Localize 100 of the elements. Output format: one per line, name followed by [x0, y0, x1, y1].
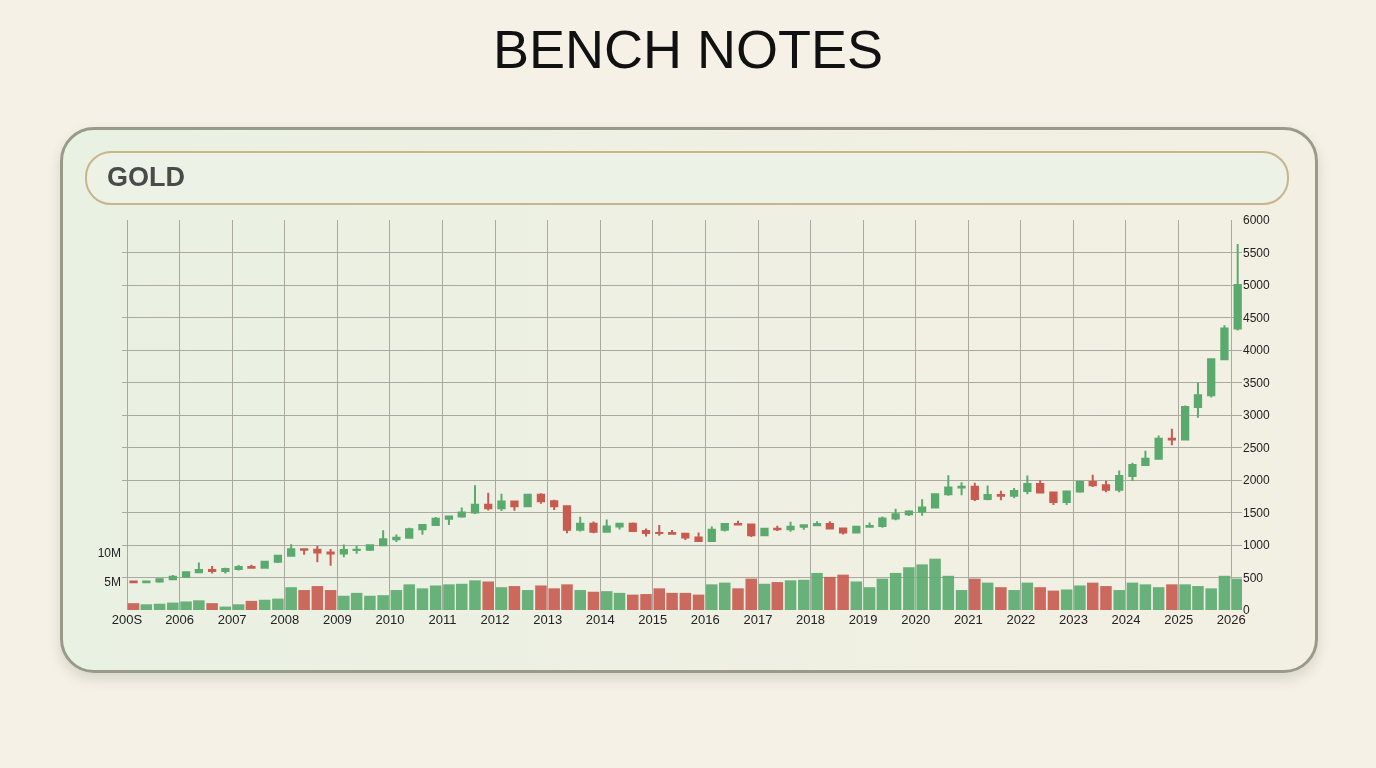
candlestick: [326, 547, 335, 567]
bar: [1139, 584, 1152, 610]
bar: [600, 591, 613, 610]
bar: [981, 582, 994, 610]
bar: [1086, 582, 1099, 610]
candlestick: [392, 533, 401, 544]
candlestick: [825, 520, 834, 531]
candlestick: [207, 565, 217, 575]
bar: [1034, 587, 1046, 610]
candlestick: [983, 484, 992, 502]
candlestick: [628, 521, 637, 533]
candlestick: [681, 532, 690, 541]
candlestick: [1088, 473, 1097, 488]
candlestick: [194, 561, 204, 574]
bar: [245, 600, 258, 610]
candlestick: [786, 520, 795, 533]
chart-title: BENCH NOTES: [491, 18, 885, 80]
candlestick: [1023, 474, 1032, 496]
bar: [153, 603, 166, 610]
candlestick: [720, 522, 729, 533]
bar: [1021, 582, 1034, 610]
candlestick: [1233, 243, 1242, 332]
candlestick: [576, 515, 585, 533]
candlestick: [379, 529, 388, 547]
x-tick-label: 2023: [1058, 612, 1088, 627]
candlestick: [1193, 381, 1203, 419]
bar: [1074, 585, 1086, 610]
candlestick: [970, 481, 979, 502]
candlestick: [917, 498, 927, 517]
candlestick: [1062, 489, 1071, 506]
y-tick-label: 4000: [1243, 343, 1271, 358]
x-tick-label: 2020: [901, 612, 931, 627]
candlestick: [405, 526, 414, 539]
bar: [1166, 584, 1178, 610]
bar: [311, 586, 324, 610]
x-tick-label: 2008: [270, 612, 300, 627]
candlestick: [1220, 324, 1229, 361]
candlestick: [313, 544, 322, 564]
candlestick: [1181, 404, 1190, 442]
candlestick: [444, 514, 454, 526]
bar: [232, 604, 245, 610]
bar: [1218, 575, 1231, 610]
x-tick-label: 2021: [953, 612, 983, 627]
bar: [1113, 590, 1125, 610]
bar: [521, 590, 534, 610]
bar: [1231, 578, 1242, 610]
y-tick-label: 2000: [1243, 473, 1271, 488]
x-tick-label: 2024: [1111, 612, 1141, 627]
candlestick: [589, 520, 598, 535]
candlestick: [1049, 491, 1058, 507]
x-tick-label: 2012: [480, 612, 510, 627]
x-tick-label: 2022: [1006, 612, 1036, 627]
candlestick: [655, 524, 664, 537]
x-tick-label: 2009: [322, 612, 352, 627]
x-tick-label: 2025: [1164, 612, 1194, 627]
candlestick: [234, 564, 243, 572]
bar: [587, 591, 600, 610]
candlestick: [221, 566, 230, 575]
y-tick-label: 6000: [1243, 213, 1271, 228]
candlestick: [181, 571, 191, 579]
candlestick: [497, 492, 506, 513]
candlestick: [365, 543, 375, 552]
candlestick: [891, 507, 900, 522]
candlestick: [1101, 479, 1111, 494]
bar: [1047, 590, 1060, 610]
y-tick-label: 500: [1243, 570, 1264, 585]
x-tick-label: 200S: [111, 612, 143, 627]
candlestick: [299, 547, 309, 556]
bar: [574, 590, 586, 610]
candlestick: [1141, 449, 1150, 467]
candlestick: [1207, 357, 1216, 399]
candlestick: [510, 499, 519, 512]
x-tick-label: 2018: [796, 612, 826, 627]
candlestick: [694, 531, 703, 544]
candlestick: [484, 491, 493, 512]
x-tick-label: 2010: [375, 612, 405, 627]
candlestick: [1009, 487, 1019, 500]
candlestick: [470, 484, 480, 515]
candlestick: [996, 489, 1006, 502]
bar: [258, 599, 271, 610]
bar: [1152, 587, 1165, 610]
candlestick: [418, 523, 427, 536]
bar: [1060, 589, 1073, 610]
candlestick: [602, 518, 611, 533]
candlestick: [799, 524, 808, 531]
bar: [1008, 590, 1020, 610]
candlestick: [287, 543, 296, 558]
candlestick: [733, 519, 743, 527]
candlestick: [838, 526, 848, 536]
bar: [482, 581, 494, 610]
candlestick: [760, 526, 769, 537]
x-tick-label: 2019: [848, 612, 878, 627]
candlestick: [339, 543, 348, 559]
candlestick: [562, 505, 572, 535]
candlestick: [852, 525, 861, 535]
bar: [127, 603, 140, 610]
candlestick: [957, 481, 966, 497]
candlestick: [904, 509, 914, 518]
bar: [495, 587, 508, 610]
candlestick: [878, 515, 887, 529]
